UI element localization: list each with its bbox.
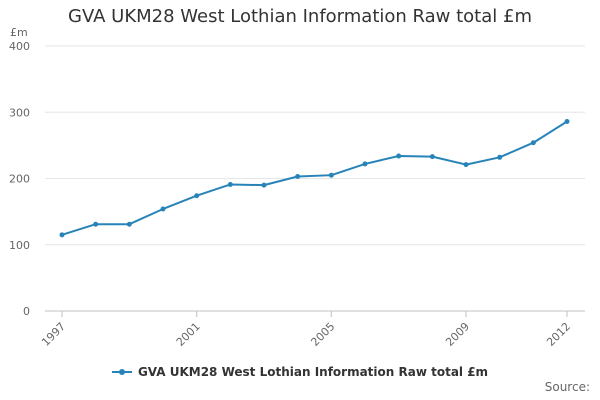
y-tick-label: 400 [9,40,30,53]
data-point[interactable] [463,162,469,168]
data-point[interactable] [126,221,132,227]
data-point[interactable] [261,182,267,188]
data-point[interactable] [295,174,301,180]
gridlines [45,45,585,246]
y-tick-label: 300 [9,106,30,119]
x-tick-label: 2001 [174,320,203,349]
x-tick-label: 2009 [443,320,472,349]
data-point[interactable] [564,119,570,125]
data-point[interactable] [362,161,368,167]
x-axis: 1997 2001 2005 2009 2012 [39,310,585,349]
data-point[interactable] [396,153,402,159]
data-point[interactable] [429,154,435,160]
y-tick-label: 200 [9,173,30,186]
legend-label: GVA UKM28 West Lothian Information Raw t… [137,365,489,379]
y-axis-unit-label: £m [10,26,28,39]
data-point[interactable] [59,232,65,238]
x-tick-label: 2005 [308,320,337,349]
chart-title: GVA UKM28 West Lothian Information Raw t… [68,6,532,27]
data-point[interactable] [194,193,200,199]
data-point[interactable] [530,140,536,146]
y-axis: 0 100 200 300 400 [9,40,30,318]
source-label: Source: [544,380,590,394]
legend: GVA UKM28 West Lothian Information Raw t… [0,365,600,380]
data-point[interactable] [328,172,334,178]
y-tick-label: 100 [9,239,30,252]
x-tick-label: 2012 [544,320,573,349]
data-point[interactable] [227,181,233,187]
data-point[interactable] [497,154,503,160]
series-line[interactable] [61,120,568,236]
data-point[interactable] [160,206,166,212]
legend-item[interactable]: GVA UKM28 West Lothian Information Raw t… [111,365,489,379]
y-tick-label: 0 [23,305,30,318]
x-tick-label: 1997 [39,320,68,349]
legend-line-marker-icon [111,367,132,377]
series-layer [59,119,570,238]
data-point[interactable] [93,221,99,227]
